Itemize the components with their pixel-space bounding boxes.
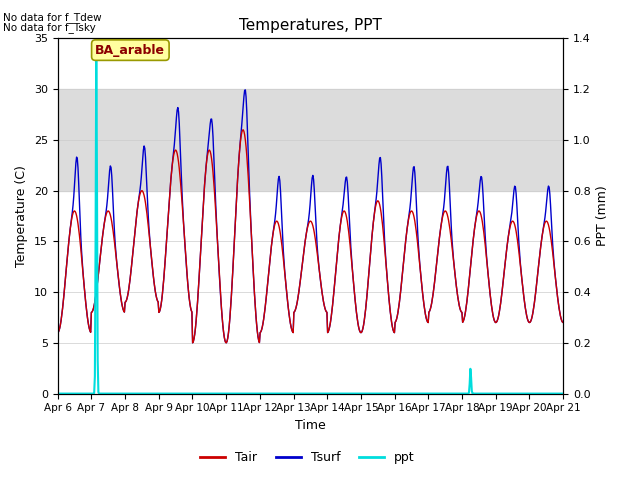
X-axis label: Time: Time [295, 419, 326, 432]
Bar [58, 89, 563, 191]
Legend: Tair, Tsurf, ppt: Tair, Tsurf, ppt [195, 446, 420, 469]
Y-axis label: PPT (mm): PPT (mm) [596, 186, 609, 246]
Text: No data for f_Tdew: No data for f_Tdew [3, 12, 102, 23]
Text: BA_arable: BA_arable [95, 44, 165, 57]
Y-axis label: Temperature (C): Temperature (C) [15, 165, 28, 267]
Text: No data for f_Tsky: No data for f_Tsky [3, 22, 96, 33]
Title: Temperatures, PPT: Temperatures, PPT [239, 18, 382, 33]
